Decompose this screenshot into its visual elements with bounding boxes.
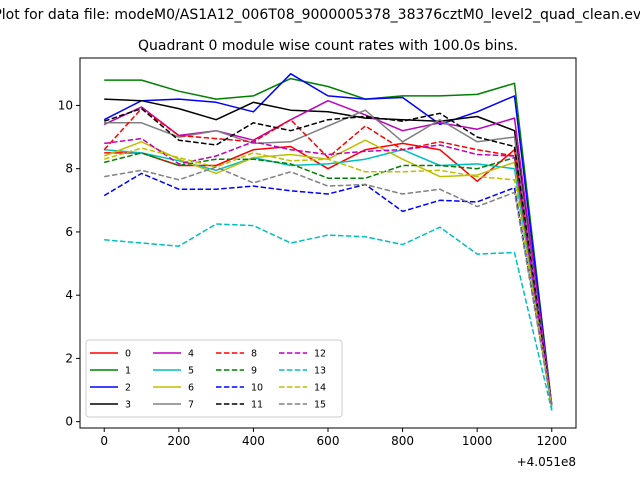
legend-label-7: 7 [188, 400, 194, 411]
y-axis: 0 2 4 6 8 10 [58, 98, 80, 429]
x-tick-label: 1000 [462, 434, 493, 448]
legend-label-1: 1 [125, 366, 131, 377]
legend-label-12: 12 [314, 349, 326, 360]
x-tick-label: 400 [242, 434, 265, 448]
legend-label-13: 13 [314, 366, 326, 377]
legend-label-10: 10 [251, 383, 263, 394]
series-line-0 [104, 142, 553, 407]
series-line-2 [103, 73, 553, 406]
series-line-3 [104, 98, 553, 407]
y-tick-label: 8 [65, 162, 73, 176]
x-tick-label: 0 [100, 434, 108, 448]
legend-label-15: 15 [314, 400, 326, 411]
series-line-1 [104, 77, 553, 406]
series-line-13 [104, 223, 553, 411]
legend-label-9: 9 [251, 366, 257, 377]
x-tick-label: 800 [391, 434, 414, 448]
y-tick-label: 4 [65, 288, 73, 302]
series-line-12 [104, 137, 553, 407]
series-line-10 [103, 172, 553, 407]
y-tick-label: 2 [65, 351, 73, 365]
y-tick-label: 6 [65, 225, 73, 239]
legend-label-2: 2 [125, 383, 131, 394]
legend-label-0: 0 [125, 349, 131, 360]
legend-label-11: 11 [251, 400, 263, 411]
y-tick-label: 0 [65, 415, 73, 429]
legend-label-6: 6 [188, 383, 194, 394]
series-line-7 [104, 109, 553, 407]
series-line-15 [104, 166, 553, 408]
chart-title: Quadrant 0 module wise count rates with … [138, 38, 518, 54]
x-axis: 0 200 400 600 800 1000 1200 [100, 428, 567, 448]
series-layer [103, 73, 553, 411]
x-tick-label: 200 [167, 434, 190, 448]
legend-label-8: 8 [251, 349, 257, 360]
x-tick-label: 600 [317, 434, 340, 448]
series-line-14 [103, 147, 553, 407]
legend-label-5: 5 [188, 366, 194, 377]
legend-label-14: 14 [314, 383, 326, 394]
series-line-11 [103, 107, 553, 407]
legend-label-3: 3 [125, 400, 131, 411]
y-tick-label: 10 [58, 98, 73, 112]
series-line-4 [103, 99, 553, 406]
x-offset-label: +4.051e8 [517, 455, 576, 469]
legend-label-4: 4 [188, 349, 194, 360]
series-line-8 [103, 107, 553, 407]
series-line-5 [104, 148, 553, 410]
figure-suptitle: Plot for data file: modeM0/AS1A12_006T08… [0, 7, 640, 23]
x-tick-label: 1200 [536, 434, 567, 448]
legend-box [85, 339, 343, 418]
series-line-9 [104, 152, 553, 407]
